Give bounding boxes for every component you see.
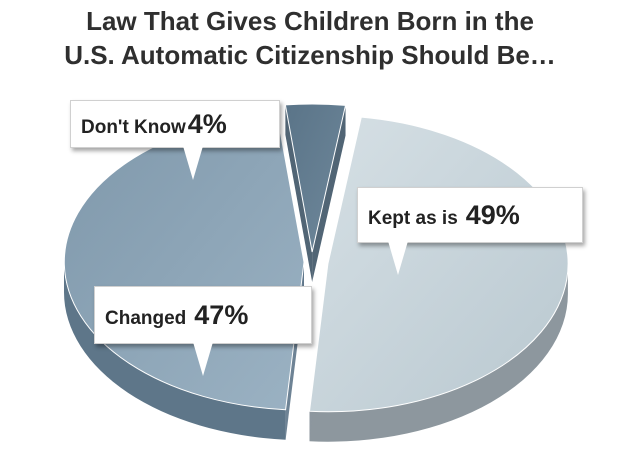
slice-value-dont-know: 4%: [187, 109, 227, 139]
slice-value-changed: 47%: [194, 300, 249, 330]
pie-slice-dont-know: [284, 103, 347, 283]
pie-rim-changed: [64, 262, 286, 440]
pie-wall-dont-know: [312, 105, 346, 283]
pie-wall-dont-know: [285, 104, 313, 283]
callout-kept-as-is: Kept as is 49%: [357, 187, 583, 275]
pie-top-dont-know: [284, 103, 347, 253]
pie-slice-kept-as-is: [308, 116, 569, 442]
chart-title: Law That Gives Children Born in the U.S.…: [0, 4, 620, 72]
callout-changed: Changed 47%: [94, 286, 312, 376]
slice-label-dont-know: Don't Know: [81, 117, 186, 138]
callout-tail: [388, 241, 408, 275]
pie-rim-kept-as-is: [309, 263, 568, 442]
chart-title-line-2: U.S. Automatic Citizenship Should Be…: [64, 40, 556, 70]
chart-title-line-1: Law That Gives Children Born in the: [86, 6, 534, 36]
callout-dont-know: Don't Know4%: [70, 100, 280, 180]
slice-value-kept-as-is: 49%: [465, 200, 520, 230]
callout-tail: [183, 146, 203, 180]
slice-label-changed: Changed: [105, 308, 187, 329]
slice-label-kept-as-is: Kept as is: [368, 208, 458, 229]
callout-tail: [193, 342, 213, 376]
